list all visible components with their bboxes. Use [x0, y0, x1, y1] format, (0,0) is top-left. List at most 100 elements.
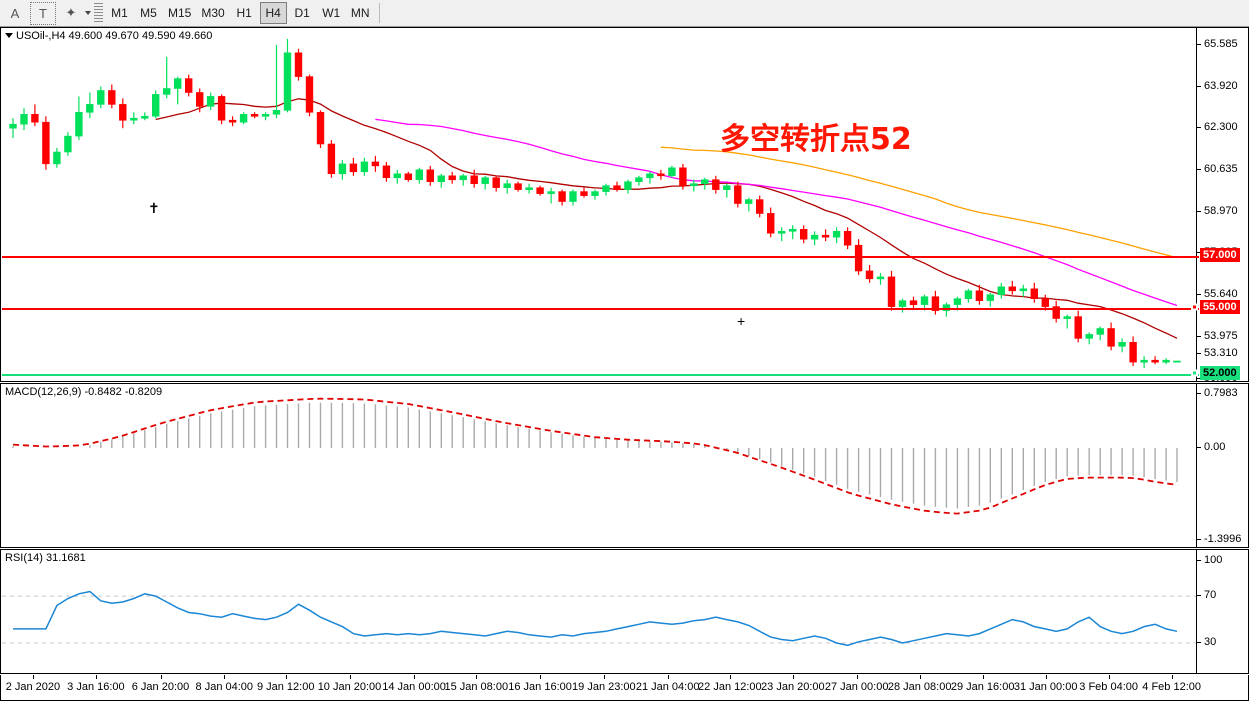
price-plot[interactable]: 多空转折点52 + ✝ — [2, 29, 1199, 380]
objects-icon[interactable]: ✦ — [65, 5, 77, 20]
timeframe-mn[interactable]: MN — [350, 6, 370, 20]
macd-axis[interactable]: 0.7983 0.00 -1.3996 — [1196, 384, 1248, 547]
candle-body — [788, 229, 797, 232]
price-level-label-57-000[interactable]: 57.000 — [1200, 248, 1240, 262]
text-label-icon[interactable]: A — [10, 5, 20, 21]
time-axis-label: 9 Jan 12:00 — [256, 681, 315, 693]
timeframe-h1[interactable]: H1 — [236, 6, 252, 20]
candle-body — [206, 96, 215, 107]
time-axis-tick — [540, 675, 542, 679]
crosshair-marker-2: ✝ — [148, 200, 160, 216]
time-axis-tick — [603, 675, 605, 679]
time-axis-label: 27 Jan 00:00 — [824, 681, 889, 693]
time-axis-tick — [667, 675, 669, 679]
price-level-label-52-000[interactable]: 52.000 — [1200, 366, 1240, 380]
candle-body — [481, 177, 489, 184]
time-axis-label: 22 Jan 12:00 — [698, 681, 762, 693]
candle-body — [163, 88, 171, 95]
candle-body — [766, 213, 775, 234]
support-line-52[interactable] — [2, 374, 1199, 376]
price-axis[interactable]: 65.58563.92062.30060.63558.97057.30555.6… — [1196, 28, 1248, 381]
timeframe-m30[interactable]: M30 — [201, 6, 225, 20]
time-axis-label: 28 Jan 08:00 — [887, 681, 952, 693]
macd-pane[interactable]: MACD(12,26,9) -0.8482 -0.8209 0.7983 0.00… — [0, 383, 1249, 548]
timeframe-h4[interactable]: H4 — [259, 2, 287, 24]
candle-body — [602, 185, 610, 192]
candle-body — [755, 199, 764, 214]
axis-tick — [1197, 44, 1201, 45]
candle-body — [426, 169, 434, 183]
candle-body — [503, 183, 511, 188]
rsi-pane-title: RSI(14) 31.1681 — [5, 552, 86, 564]
timeframe-m5[interactable]: M5 — [140, 6, 157, 20]
price-line-handle[interactable] — [1191, 369, 1198, 377]
collapse-triangle-icon[interactable] — [5, 33, 13, 38]
axis-tick-label: 0.7983 — [1204, 387, 1238, 399]
price-level-label-55-000[interactable]: 55.000 — [1200, 300, 1240, 314]
time-axis-tick — [285, 675, 287, 679]
candle-body — [777, 231, 786, 234]
time-axis[interactable]: 2 Jan 2020 3 Jan 16:00 6 Jan 20:00 8 Jan 04… — [0, 675, 1249, 701]
candle-body — [393, 173, 401, 179]
timeframe-w1[interactable]: W1 — [322, 6, 341, 20]
resistance-line-55[interactable] — [2, 308, 1199, 310]
candle-body — [865, 270, 874, 280]
candle-body — [42, 121, 50, 165]
candle-body — [997, 286, 1006, 295]
chart-annotation-text: 多空转折点52 — [720, 122, 912, 157]
candle-body — [1096, 328, 1104, 335]
candle-body — [196, 92, 204, 107]
candle-body — [415, 169, 423, 181]
candle-body — [843, 231, 852, 246]
time-axis-tick — [856, 675, 858, 679]
candle-body — [690, 183, 698, 186]
rsi-plot[interactable] — [2, 551, 1199, 672]
timeframe-d1[interactable]: D1 — [294, 6, 310, 20]
resistance-line-57[interactable] — [2, 256, 1199, 258]
axis-tick — [1197, 595, 1201, 596]
toolbar-grip[interactable] — [94, 2, 103, 24]
candle-body — [349, 163, 358, 173]
candle-body — [185, 78, 193, 93]
price-pane[interactable]: USOil-,H4 49.600 49.670 49.590 49.660 多空… — [0, 27, 1249, 382]
candle-body — [1052, 306, 1060, 319]
time-axis-tick — [224, 675, 226, 679]
candle-body — [1041, 298, 1050, 307]
candle-body — [668, 167, 676, 177]
text-box-icon[interactable]: T — [30, 1, 56, 25]
candle-body — [679, 167, 687, 186]
candle-body — [986, 294, 995, 301]
candle-body — [1074, 316, 1082, 339]
candle-body — [272, 110, 281, 115]
time-axis-label: 15 Jan 08:00 — [444, 681, 509, 693]
candle-body — [327, 143, 336, 175]
rsi-pane[interactable]: RSI(14) 31.1681 100 70 30 — [0, 549, 1249, 674]
candle-body — [1162, 359, 1170, 363]
axis-tick — [1197, 393, 1201, 394]
candle-body — [1118, 341, 1126, 347]
macd-plot[interactable] — [2, 385, 1199, 546]
candle-body — [569, 191, 577, 202]
rsi-axis[interactable]: 100 70 30 — [1196, 550, 1248, 673]
time-axis-label: 2 Jan 2020 — [5, 681, 61, 693]
timeframe-m15[interactable]: M15 — [168, 6, 192, 20]
timeframe-m1[interactable]: M1 — [111, 6, 128, 20]
axis-tick — [1197, 642, 1201, 643]
axis-tick-label: 53.310 — [1204, 347, 1238, 359]
candle-body — [119, 104, 127, 121]
toolbar-divider — [378, 3, 380, 23]
rsi-line — [13, 590, 1178, 647]
candle-body — [141, 116, 149, 119]
time-axis-label: 10 Jan 20:00 — [317, 681, 382, 693]
chevron-down-icon[interactable] — [85, 11, 91, 15]
candle-body — [97, 90, 105, 105]
axis-tick-label: 53.975 — [1204, 330, 1238, 342]
candle-body — [810, 234, 819, 240]
candle-body — [953, 298, 962, 305]
price-line-handle[interactable] — [1191, 303, 1198, 311]
candle-body — [887, 276, 896, 307]
candle-body — [1129, 341, 1137, 363]
candle-body — [613, 185, 621, 190]
macd-pane-title: MACD(12,26,9) -0.8482 -0.8209 — [5, 386, 163, 398]
